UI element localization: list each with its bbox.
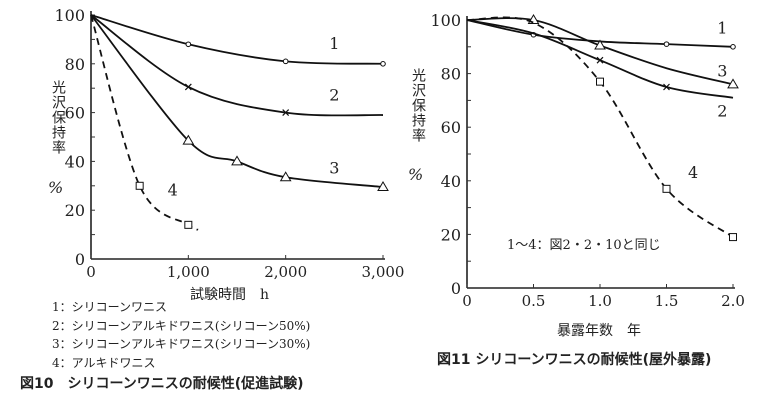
triangle-marker	[594, 39, 606, 50]
left-legend: 1：シリコーンワニス 2：シリコーンアルキドワニス(シリコーン50%) 3：シリ…	[52, 298, 310, 372]
series-1-line	[90, 14, 384, 65]
x-tick-label: 0.5	[522, 292, 546, 310]
right-chart-caption: 図11 シリコーンワニスの耐候性(屋外暴露)	[437, 352, 712, 368]
circle-marker	[282, 58, 289, 65]
right-chart-annotation: 1～4：図2・2・10と同じ	[507, 238, 661, 253]
series-4-line	[90, 14, 199, 231]
left-x-axis-title: 試験時間 h	[190, 287, 270, 303]
series-3-line	[90, 14, 384, 188]
x-tick-label: 1.5	[655, 292, 679, 310]
x-tick-label: 2,000	[264, 263, 307, 281]
chart-1: 0 20 40 60 80 100 0 1,000 2,000 3,000 1 2 3 4	[54, 6, 404, 281]
series-1-label: 1	[717, 18, 727, 37]
series-2-label: 2	[717, 101, 727, 120]
y-tick-label: 100	[54, 6, 85, 25]
x-tick-label: 3,000	[362, 263, 405, 281]
y-tick-label: 60	[441, 118, 461, 137]
x-marker	[663, 83, 670, 91]
triangle-marker	[377, 181, 389, 192]
series-4-label: 4	[688, 163, 698, 182]
x-marker	[596, 56, 604, 64]
series-2-line	[90, 14, 384, 117]
circle-marker	[663, 41, 670, 47]
series-1-label: 1	[329, 34, 339, 53]
right-x-axis-title: 暴露年数 年	[557, 323, 641, 339]
y-tick-label: 20	[65, 201, 85, 220]
y-tick-label: 40	[441, 172, 461, 191]
triangle-marker	[231, 155, 243, 166]
series-4-line	[466, 16, 734, 238]
triangle-marker	[727, 78, 739, 89]
y-tick-label: 80	[65, 55, 85, 74]
square-marker	[662, 184, 671, 193]
circle-marker	[380, 61, 386, 67]
square-marker	[596, 77, 604, 86]
legend-item-1: 1：シリコーンワニス	[52, 300, 168, 314]
left-y-axis-title: 光沢保持率	[50, 80, 66, 155]
y-tick-label: 100	[430, 11, 461, 30]
y-tick-label: 60	[65, 104, 85, 123]
square-marker	[135, 181, 144, 190]
x-tick-label: 0	[86, 263, 96, 281]
series-3-label: 3	[329, 159, 339, 178]
triangle-marker	[182, 134, 195, 145]
left-y-axis-unit: %	[48, 178, 64, 197]
right-y-axis-title: 光沢保持率	[410, 68, 426, 143]
square-marker	[184, 220, 193, 229]
x-tick-label: 2.0	[721, 292, 745, 310]
chart-2: 0 20 40 60 80 100 0 0.5 1.0 1.5 2.0 1 2 3 4	[430, 11, 744, 310]
circle-marker	[185, 41, 192, 48]
x-tick-label: 0	[462, 292, 472, 310]
x-marker	[184, 83, 192, 91]
y-tick-label: 80	[441, 65, 461, 84]
legend-item-4: 4：アルキドワニス	[52, 355, 156, 370]
x-marker	[282, 109, 290, 117]
right-y-axis-unit: %	[408, 165, 424, 184]
x-tick-label: 1.0	[588, 292, 612, 310]
series-4-label: 4	[168, 181, 178, 200]
legend-item-3: 3：シリコーンアルキドワニス(シリコーン30%)	[52, 337, 311, 351]
series-2-label: 2	[329, 85, 339, 104]
y-tick-label: 20	[441, 225, 461, 244]
square-marker	[729, 233, 737, 242]
legend-item-2: 2：シリコーンアルキドワニス(シリコーン50%)	[52, 318, 311, 333]
left-chart-caption: 図10 シリコーンワニスの耐候性(促進試験)	[20, 376, 304, 392]
series-3-line	[466, 17, 734, 86]
y-tick-label: 0	[75, 250, 85, 269]
circle-marker	[730, 44, 736, 50]
x-tick-label: 1,000	[167, 263, 210, 281]
series-2-line	[466, 19, 734, 99]
y-tick-label: 0	[451, 279, 461, 298]
series-3-label: 3	[717, 61, 727, 80]
y-tick-label: 40	[65, 152, 85, 171]
triangle-marker	[279, 171, 292, 182]
